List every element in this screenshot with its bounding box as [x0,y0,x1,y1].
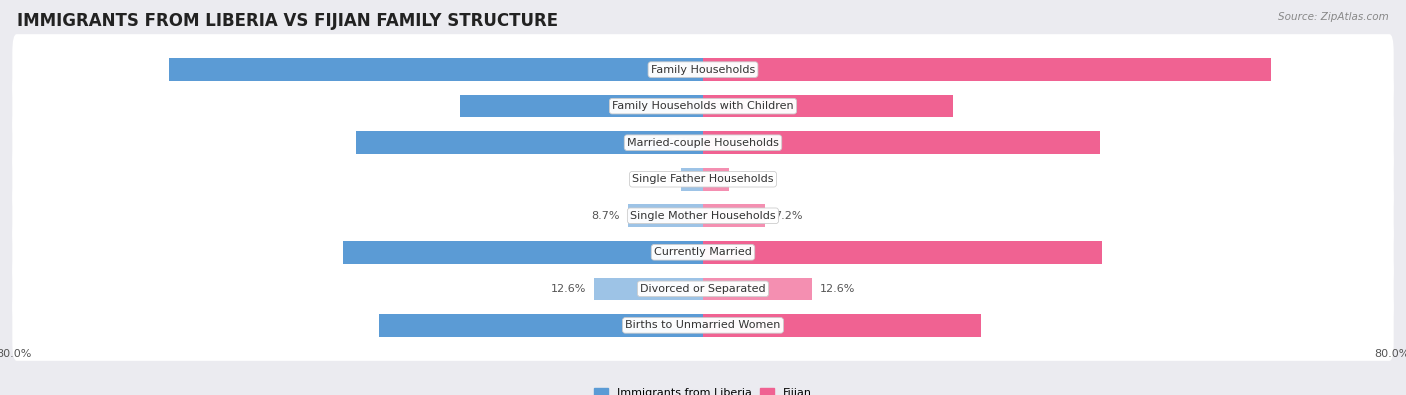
Text: Married-couple Households: Married-couple Households [627,138,779,148]
Text: 8.7%: 8.7% [591,211,620,221]
FancyBboxPatch shape [13,34,1393,105]
Text: 28.2%: 28.2% [651,101,690,111]
FancyBboxPatch shape [13,254,1393,324]
Bar [703,205,765,227]
Bar [343,241,703,263]
Text: 12.6%: 12.6% [820,284,855,294]
Bar [460,95,703,117]
Bar [703,241,1102,263]
Text: Single Father Households: Single Father Households [633,174,773,184]
Text: 46.3%: 46.3% [716,247,755,257]
Text: Source: ZipAtlas.com: Source: ZipAtlas.com [1278,12,1389,22]
Text: Births to Unmarried Women: Births to Unmarried Women [626,320,780,330]
Bar [595,278,703,300]
FancyBboxPatch shape [13,217,1393,288]
Text: 29.0%: 29.0% [716,101,755,111]
Text: 7.2%: 7.2% [773,211,801,221]
FancyBboxPatch shape [13,144,1393,214]
Text: 37.6%: 37.6% [651,320,690,330]
Text: 3.0%: 3.0% [738,174,766,184]
Text: Divorced or Separated: Divorced or Separated [640,284,766,294]
Bar [169,58,703,81]
Bar [628,205,703,227]
Text: IMMIGRANTS FROM LIBERIA VS FIJIAN FAMILY STRUCTURE: IMMIGRANTS FROM LIBERIA VS FIJIAN FAMILY… [17,12,558,30]
FancyBboxPatch shape [13,290,1393,361]
FancyBboxPatch shape [13,71,1393,141]
Bar [356,132,703,154]
Text: 41.8%: 41.8% [651,247,690,257]
Text: Single Mother Households: Single Mother Households [630,211,776,221]
Text: 2.5%: 2.5% [644,174,673,184]
Text: 32.3%: 32.3% [716,320,754,330]
Text: Family Households with Children: Family Households with Children [612,101,794,111]
Bar [703,132,1099,154]
Text: Currently Married: Currently Married [654,247,752,257]
Text: 65.9%: 65.9% [716,65,755,75]
Bar [703,278,811,300]
Bar [703,95,953,117]
FancyBboxPatch shape [13,181,1393,251]
Text: Family Households: Family Households [651,65,755,75]
Legend: Immigrants from Liberia, Fijian: Immigrants from Liberia, Fijian [591,383,815,395]
Bar [703,314,981,337]
Bar [682,168,703,190]
Text: 12.6%: 12.6% [551,284,586,294]
Bar [380,314,703,337]
Bar [703,168,728,190]
Bar [703,58,1271,81]
Text: 46.1%: 46.1% [716,138,755,148]
Text: 40.3%: 40.3% [651,138,690,148]
FancyBboxPatch shape [13,107,1393,178]
Text: 62.0%: 62.0% [651,65,690,75]
